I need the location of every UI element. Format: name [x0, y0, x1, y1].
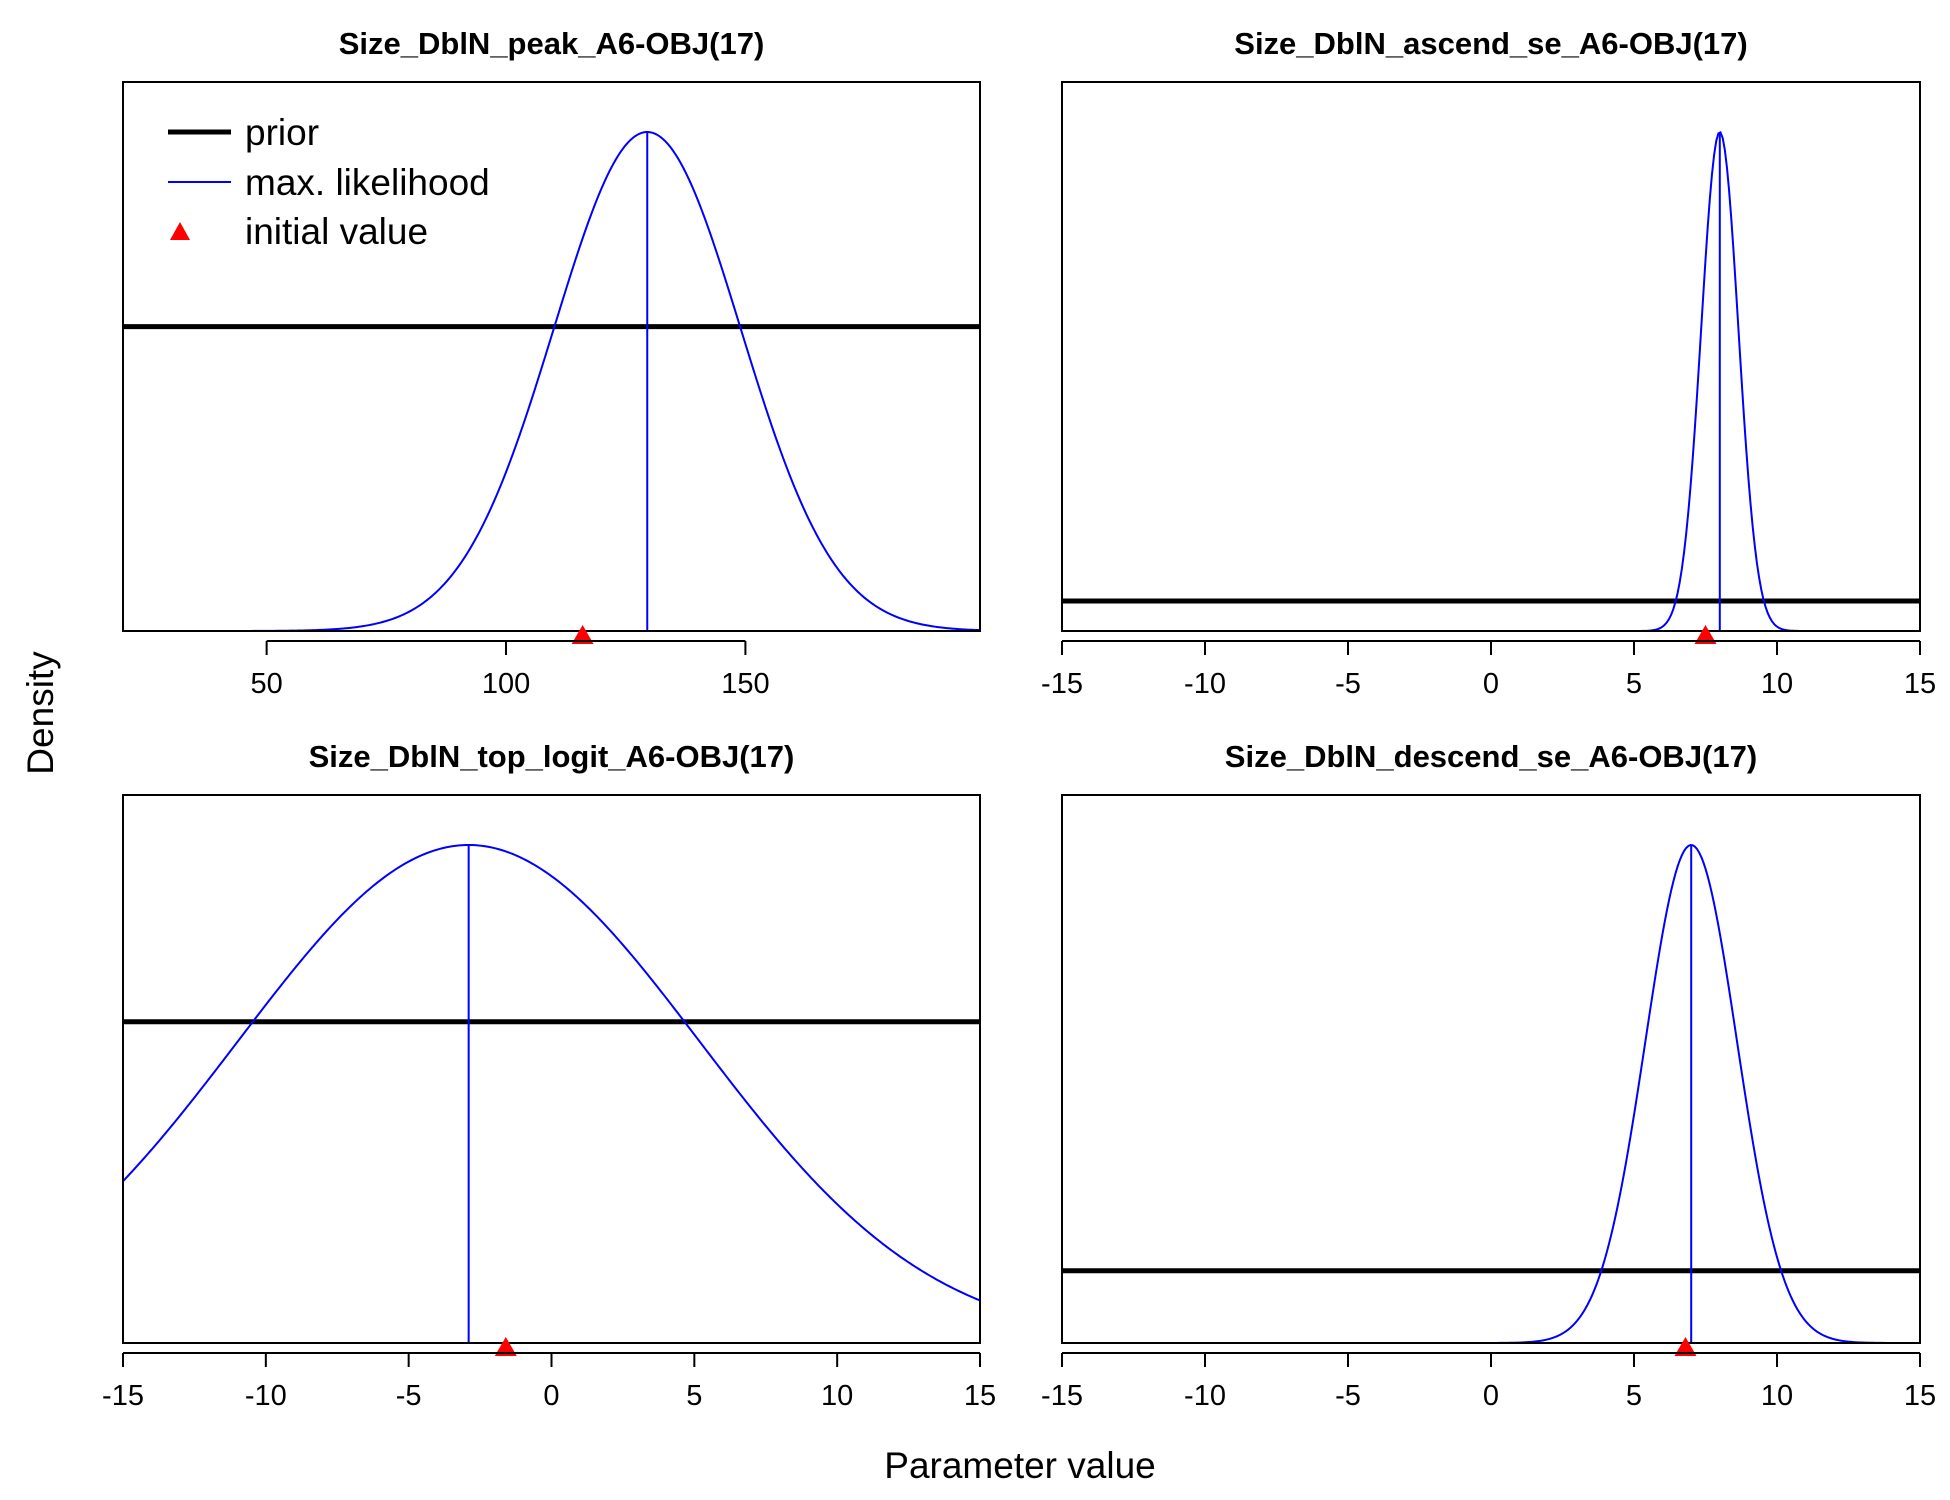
x-tick-label: 5 — [686, 1380, 702, 1412]
initial-value-marker — [494, 1337, 517, 1356]
x-tick-label: 15 — [1904, 668, 1936, 700]
x-tick-label: -10 — [245, 1380, 287, 1412]
plot-area — [1062, 844, 1920, 1343]
legend-mle-label: max. likelihood — [245, 162, 490, 203]
panel-title: Size_DblN_top_logit_A6-OBJ(17) — [309, 739, 795, 774]
legend-initial-swatch — [170, 222, 190, 240]
x-tick-label: 5 — [1626, 668, 1642, 700]
x-tick-label: 0 — [1483, 1380, 1499, 1412]
x-tick-label: -5 — [1335, 1380, 1361, 1412]
x-tick-label: -10 — [1184, 1380, 1226, 1412]
x-tick-label: 0 — [543, 1380, 559, 1412]
x-tick-label: 0 — [1483, 668, 1499, 700]
panel-3: Size_DblN_top_logit_A6-OBJ(17) -15 -10 -5 0 5… — [102, 739, 996, 1412]
legend: prior max. likelihood initial value — [168, 112, 490, 252]
initial-value-marker — [1694, 625, 1717, 644]
x-tick-label: 15 — [964, 1380, 996, 1412]
panel-2: Size_DblN_ascend_se_A6-OBJ(17) -15 -10 -5 0 5… — [1041, 26, 1936, 700]
mle-curve — [123, 131, 980, 631]
panel-1: Size_DblN_peak_A6-OBJ(17) 50 100 150 — [122, 26, 981, 700]
y-axis-label: Density — [20, 651, 61, 775]
panel-title: Size_DblN_peak_A6-OBJ(17) — [339, 26, 765, 61]
plot-area — [1062, 130, 1920, 631]
x-axis-label: Parameter value — [884, 1445, 1155, 1486]
plot-area — [123, 131, 980, 631]
x-tick-label: 10 — [821, 1380, 853, 1412]
panel-frame — [122, 81, 981, 632]
x-tick-label: -15 — [102, 1380, 144, 1412]
x-tick-label: 15 — [1904, 1380, 1936, 1412]
panel-frame — [1061, 81, 1921, 632]
x-tick-label: -15 — [1041, 1380, 1083, 1412]
mle-curve — [123, 843, 980, 1302]
initial-value-marker — [1674, 1337, 1697, 1356]
panel-4: Size_DblN_descend_se_A6-OBJ(17) -15 -10 -5 0… — [1041, 739, 1936, 1412]
x-tick-label: -5 — [396, 1380, 422, 1412]
panel-title: Size_DblN_descend_se_A6-OBJ(17) — [1225, 739, 1757, 774]
x-tick-label: 10 — [1761, 668, 1793, 700]
legend-initial-label: initial value — [245, 211, 428, 252]
x-tick-label: -15 — [1041, 668, 1083, 700]
panel-frame — [122, 794, 981, 1344]
x-tick-label: 150 — [721, 668, 769, 700]
x-tick-label: 50 — [250, 668, 282, 700]
x-tick-label: 5 — [1626, 1380, 1642, 1412]
mle-curve — [1062, 130, 1920, 631]
panel-title: Size_DblN_ascend_se_A6-OBJ(17) — [1234, 26, 1747, 61]
legend-prior-label: prior — [245, 112, 319, 153]
plot-area — [123, 843, 980, 1343]
x-tick-label: -10 — [1184, 668, 1226, 700]
panels: Size_DblN_peak_A6-OBJ(17)50 100 150Size_Db… — [102, 26, 1936, 1412]
initial-value-marker — [571, 625, 594, 644]
x-tick-label: 10 — [1761, 1380, 1793, 1412]
x-tick-label: -5 — [1335, 668, 1361, 700]
x-tick-label: 100 — [482, 668, 530, 700]
panel-frame — [1061, 794, 1921, 1344]
